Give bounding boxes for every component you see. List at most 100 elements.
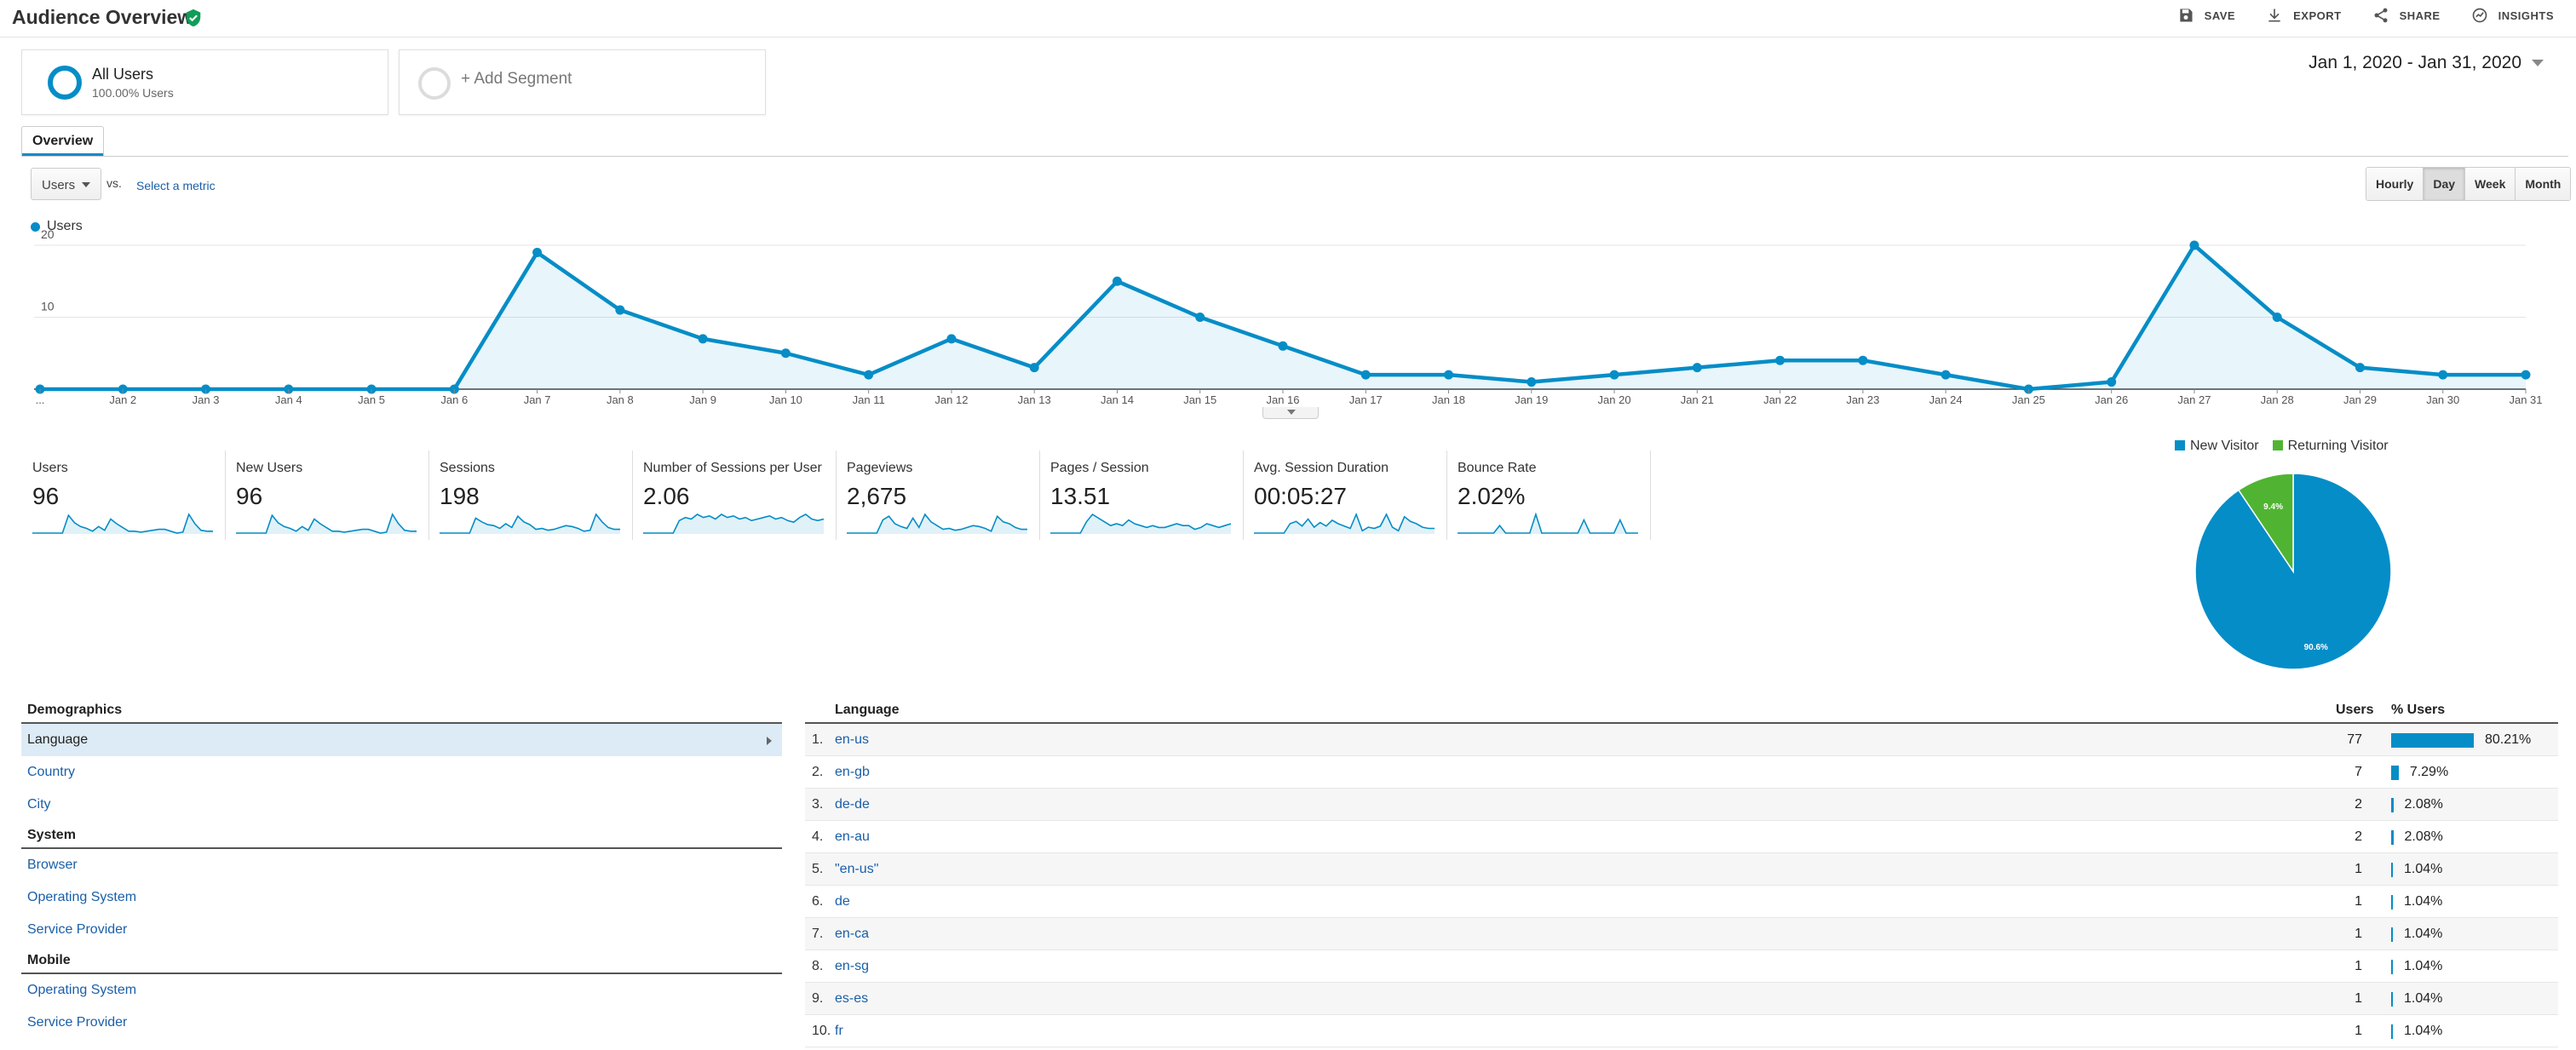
nav-item-language[interactable]: Language	[21, 724, 782, 756]
data-point[interactable]	[1360, 370, 1371, 380]
language-link[interactable]: en-au	[835, 829, 870, 844]
metric-card[interactable]: Avg. Session Duration 00:05:27	[1244, 450, 1447, 540]
export-button[interactable]: EXPORT	[2266, 7, 2341, 24]
data-point[interactable]	[1444, 370, 1454, 380]
users-value: 1	[2355, 959, 2362, 973]
data-point[interactable]	[1692, 363, 1702, 373]
language-link[interactable]: es-es	[835, 991, 869, 1006]
language-link[interactable]: en-sg	[835, 959, 870, 973]
language-link[interactable]: en-us	[835, 732, 870, 747]
data-point[interactable]	[1941, 370, 1951, 380]
vs-label: vs.	[106, 176, 122, 190]
data-point[interactable]	[1858, 355, 1868, 365]
data-point[interactable]	[698, 334, 708, 344]
chart-resize-handle[interactable]	[1262, 407, 1319, 419]
data-point[interactable]	[864, 370, 874, 380]
sparkline	[1254, 512, 1435, 534]
data-point[interactable]	[1195, 313, 1205, 322]
language-link[interactable]: de	[835, 894, 850, 909]
data-point[interactable]	[2355, 363, 2365, 373]
data-point[interactable]	[2272, 313, 2282, 322]
users-value: 77	[2347, 732, 2362, 747]
table-row: 2. en-gb 7 7.29%	[805, 756, 2558, 789]
granularity-week-button[interactable]: Week	[2465, 168, 2516, 200]
data-point[interactable]	[1278, 341, 1288, 351]
language-link[interactable]: fr	[835, 1024, 843, 1038]
x-tick-label: Jan 30	[2426, 393, 2459, 406]
date-range-picker[interactable]: Jan 1, 2020 - Jan 31, 2020	[2309, 53, 2544, 73]
language-link[interactable]: "en-us"	[835, 862, 879, 876]
nav-item-city[interactable]: City	[21, 789, 782, 821]
metric-value: 2.02%	[1458, 483, 1526, 509]
data-point[interactable]	[2521, 370, 2531, 380]
data-point[interactable]	[615, 305, 625, 315]
metric-card[interactable]: Bounce Rate 2.02%	[1447, 450, 1651, 540]
row-index: 7.	[812, 927, 824, 941]
granularity-month-button[interactable]: Month	[2516, 168, 2571, 200]
sparkline-line	[236, 513, 417, 534]
language-link[interactable]: en-gb	[835, 765, 870, 779]
data-point[interactable]	[2438, 370, 2448, 380]
metric-card[interactable]: Users 96	[22, 450, 226, 540]
segment-name: All Users	[92, 66, 154, 83]
language-table-header: Language Users % Users	[805, 699, 2558, 724]
sparkline	[847, 513, 1027, 534]
sparkline	[1050, 513, 1231, 534]
nav-group-heading: Demographics	[21, 699, 782, 724]
x-tick-label: Jan 19	[1515, 393, 1548, 406]
data-point[interactable]	[1609, 370, 1619, 380]
verified-shield-icon	[186, 9, 201, 27]
granularity-day-button[interactable]: Day	[2424, 168, 2466, 200]
segment-all-users[interactable]: All Users 100.00% Users	[21, 49, 388, 115]
language-table: Language Users % Users 1. en-us 77 80.21% 2.…	[805, 699, 2558, 1047]
nav-item-country[interactable]: Country	[21, 756, 782, 789]
nav-item-service-provider[interactable]: Service Provider	[21, 1007, 782, 1039]
data-point[interactable]	[946, 334, 957, 344]
metric-card[interactable]: Number of Sessions per User 2.06	[633, 450, 837, 540]
pie-slice-label: 90.6%	[2304, 643, 2328, 652]
save-button[interactable]: SAVE	[2177, 7, 2235, 24]
insights-label: INSIGHTS	[2498, 9, 2554, 22]
nav-item-operating-system[interactable]: Operating System	[21, 974, 782, 1007]
sparkline-area	[643, 514, 824, 534]
sparkline	[236, 513, 417, 534]
metric-dropdown[interactable]: Users	[31, 168, 101, 200]
data-point[interactable]	[1029, 363, 1039, 373]
x-tick-label: Jan 13	[1018, 393, 1051, 406]
metric-card[interactable]: Pageviews 2,675	[837, 450, 1040, 540]
data-point[interactable]	[1775, 355, 1785, 365]
sparkline-line	[1254, 512, 1435, 534]
pie-slice-returning-visitor[interactable]	[2237, 473, 2294, 574]
select-metric-link[interactable]: Select a metric	[136, 179, 216, 192]
x-tick-label: Jan 4	[275, 393, 302, 406]
data-point[interactable]	[780, 348, 791, 359]
data-point[interactable]	[1527, 377, 1537, 387]
metric-card[interactable]: Pages / Session 13.51	[1040, 450, 1244, 540]
users-value: 2	[2355, 797, 2362, 812]
granularity-hourly-button[interactable]: Hourly	[2366, 168, 2424, 200]
nav-item-operating-system[interactable]: Operating System	[21, 881, 782, 914]
row-index: 2.	[812, 765, 824, 779]
sparkline-line	[440, 513, 620, 534]
metric-value: 96	[32, 483, 60, 509]
nav-item-service-provider[interactable]: Service Provider	[21, 914, 782, 946]
sparkline	[32, 513, 213, 534]
language-link[interactable]: en-ca	[835, 927, 870, 941]
add-segment-button[interactable]: + Add Segment	[399, 49, 766, 115]
metric-card[interactable]: New Users 96	[226, 450, 429, 540]
data-point[interactable]	[2107, 377, 2117, 387]
data-point[interactable]	[1112, 276, 1122, 286]
data-point[interactable]	[2189, 240, 2199, 250]
pct-users-value: 2.08%	[2404, 797, 2443, 812]
share-button[interactable]: SHARE	[2372, 7, 2441, 24]
pie-legend: New Visitor Returning Visitor	[2175, 439, 2389, 454]
tab-overview[interactable]: Overview	[21, 126, 105, 156]
x-tick-label: Jan 11	[853, 393, 885, 406]
data-point[interactable]	[532, 247, 543, 257]
nav-item-label: Operating System	[27, 890, 137, 904]
pct-users-bar	[2391, 798, 2394, 812]
metric-card[interactable]: Sessions 198	[429, 450, 633, 540]
insights-button[interactable]: INSIGHTS	[2471, 7, 2554, 24]
nav-item-browser[interactable]: Browser	[21, 849, 782, 881]
language-link[interactable]: de-de	[835, 797, 870, 812]
